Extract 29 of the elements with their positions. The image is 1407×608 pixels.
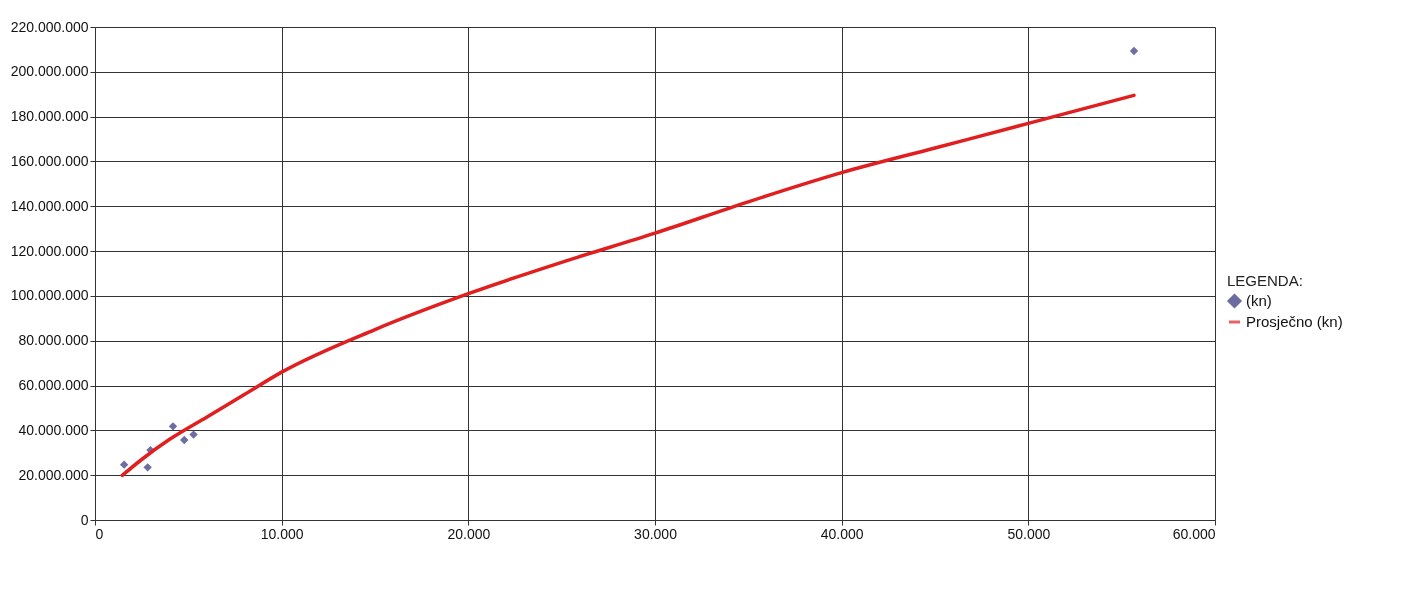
y-tick-label: 100.000.000 [10,287,89,304]
x-tick-label: 10.000 [260,525,304,542]
x-tick-label: 50.000 [1007,525,1051,542]
y-tick-label: 220.000.000 [10,18,89,35]
x-tick-label: 30.000 [634,525,678,542]
point [119,460,129,469]
y-tick-label: 180.000.000 [10,108,89,125]
x-tick-label: 20.000 [447,525,491,542]
point [168,422,178,431]
legend-title: LEGENDA: [1227,271,1303,289]
y-tick-label: 60.000.000 [18,377,89,394]
y-tick-label: 140.000.000 [10,197,89,214]
y-tick-label: 40.000.000 [18,421,89,438]
x-tick-label: 60.000 [1172,525,1216,542]
legend-label: (kn) [1246,292,1272,309]
legend-label: Prosječno (kn) [1246,313,1343,330]
y-tick-label: 120.000.000 [10,242,89,259]
line-series [120,93,1136,478]
y-tick-label: 200.000.000 [10,63,89,80]
y-tick-label: 160.000.000 [10,152,89,169]
point [1129,46,1139,56]
y-tick-label: 20.000.000 [18,466,89,483]
point [189,430,198,439]
y-tick-label: 0 [80,511,89,528]
x-tick-label: 40.000 [820,525,864,542]
point [143,463,152,472]
y-tick-label: 80.000.000 [18,332,89,349]
point [180,435,189,445]
x-tick-label: 0 [95,525,104,542]
